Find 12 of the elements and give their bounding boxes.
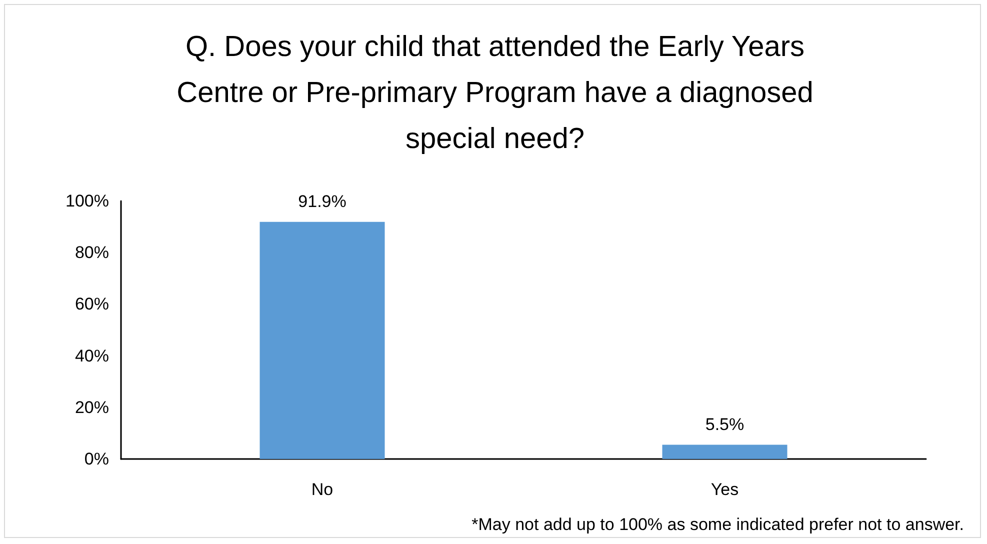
y-tick-label: 20% <box>74 398 109 417</box>
chart-title: Q. Does your child that attended the Early Years Centre or Pre-primary Program have a diagnosed special need? <box>176 30 814 157</box>
data-label: 91.9% <box>298 192 346 211</box>
x-tick-label: No <box>311 480 334 499</box>
y-tick-label: 80% <box>74 243 109 262</box>
y-tick-label: 60% <box>74 294 109 314</box>
x-tick-label: Yes <box>710 480 739 499</box>
text: *May not add up to 100% as some indicated prefer not to answer. <box>472 515 964 535</box>
y-tick-label: 100% <box>66 192 109 210</box>
data-label: 5.5% <box>705 414 744 434</box>
y-tick-label: 40% <box>74 346 109 366</box>
y-tick-label: 0% <box>84 450 109 468</box>
